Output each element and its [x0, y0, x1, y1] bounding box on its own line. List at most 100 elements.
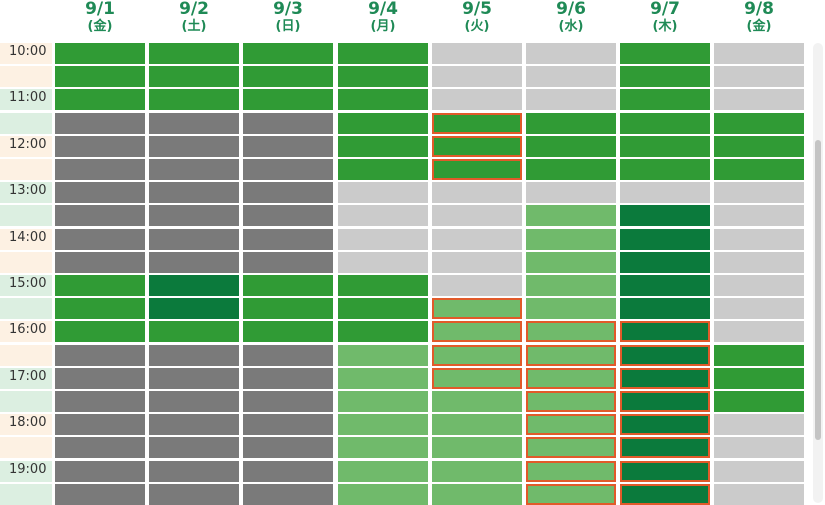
selected-time-slot-cell[interactable]: [620, 460, 710, 482]
time-slot-cell[interactable]: [714, 135, 804, 157]
selected-time-slot-cell[interactable]: [432, 344, 522, 366]
time-slot-cell[interactable]: [338, 298, 428, 320]
time-slot-cell[interactable]: [620, 66, 710, 88]
selected-time-slot-cell[interactable]: [432, 159, 522, 180]
time-slot-cell[interactable]: [338, 344, 428, 366]
time-slot-cell[interactable]: [432, 483, 522, 505]
time-slot-cell: [55, 182, 145, 204]
time-slot-cell[interactable]: [526, 135, 616, 157]
time-slot-cell[interactable]: [338, 321, 428, 343]
time-slot-cell[interactable]: [714, 112, 804, 134]
time-slot-cell[interactable]: [338, 367, 428, 389]
day-weekday: (月): [370, 19, 396, 34]
time-slot-cell[interactable]: [714, 367, 804, 389]
time-slot-cell[interactable]: [338, 460, 428, 482]
time-slot-cell[interactable]: [243, 66, 333, 88]
time-slot-cell[interactable]: [243, 43, 333, 64]
time-slot-cell[interactable]: [526, 205, 616, 227]
selected-time-slot-cell[interactable]: [526, 437, 616, 459]
time-slot-cell[interactable]: [338, 89, 428, 111]
selected-time-slot-cell[interactable]: [432, 135, 522, 157]
time-slot-cell: [55, 437, 145, 459]
time-slot-cell[interactable]: [338, 135, 428, 157]
time-slot: [0, 112, 52, 134]
time-slot-cell[interactable]: [526, 275, 616, 296]
selected-time-slot-cell[interactable]: [620, 437, 710, 459]
selected-time-slot-cell[interactable]: [432, 321, 522, 343]
time-slot-cell[interactable]: [243, 298, 333, 320]
time-slot-cell[interactable]: [714, 391, 804, 412]
selected-time-slot-cell[interactable]: [526, 483, 616, 505]
time-slot-cell[interactable]: [338, 275, 428, 296]
selected-time-slot-cell[interactable]: [526, 321, 616, 343]
vertical-scrollbar[interactable]: [813, 43, 823, 503]
time-slot-cell[interactable]: [338, 437, 428, 459]
time-slot-cell[interactable]: [55, 321, 145, 343]
day-weekday: (水): [558, 19, 584, 34]
time-slot-cell[interactable]: [338, 483, 428, 505]
time-slot-cell[interactable]: [149, 43, 239, 64]
time-slot-cell[interactable]: [243, 321, 333, 343]
time-slot-cell: [149, 251, 239, 273]
time-slot-cell[interactable]: [526, 251, 616, 273]
time-slot-cell[interactable]: [620, 112, 710, 134]
time-slot-cell[interactable]: [714, 344, 804, 366]
time-slot-cell[interactable]: [149, 275, 239, 296]
time-slot-cell[interactable]: [620, 43, 710, 64]
time-slot-cell[interactable]: [526, 298, 616, 320]
time-slot-cell[interactable]: [526, 159, 616, 180]
time-slot-cell[interactable]: [338, 159, 428, 180]
time-slot-cell[interactable]: [149, 66, 239, 88]
time-slot-cell[interactable]: [243, 89, 333, 111]
time-slot-cell[interactable]: [338, 43, 428, 64]
time-slot-cell[interactable]: [55, 298, 145, 320]
selected-time-slot-cell[interactable]: [526, 391, 616, 412]
time-slot-cell[interactable]: [243, 275, 333, 296]
scrollbar-thumb[interactable]: [815, 140, 821, 440]
time-slot-cell[interactable]: [526, 112, 616, 134]
selected-time-slot-cell[interactable]: [432, 112, 522, 134]
time-slot-cell[interactable]: [620, 135, 710, 157]
time-slot-cell[interactable]: [338, 391, 428, 412]
selected-time-slot-cell[interactable]: [620, 344, 710, 366]
selected-time-slot-cell[interactable]: [620, 391, 710, 412]
time-slot-cell[interactable]: [526, 228, 616, 250]
selected-time-slot-cell[interactable]: [526, 460, 616, 482]
time-slot-cell[interactable]: [432, 460, 522, 482]
time-slot-cell[interactable]: [432, 391, 522, 412]
time-slot-cell[interactable]: [149, 321, 239, 343]
time-slot-cell[interactable]: [338, 112, 428, 134]
selected-time-slot-cell[interactable]: [620, 483, 710, 505]
selected-time-slot-cell[interactable]: [526, 344, 616, 366]
time-slot-cell[interactable]: [620, 205, 710, 227]
time-slot-cell[interactable]: [620, 228, 710, 250]
selected-time-slot-cell[interactable]: [620, 367, 710, 389]
day-header: 9/2 (土): [149, 0, 239, 40]
time-slot-cell[interactable]: [620, 89, 710, 111]
time-slot-cell[interactable]: [620, 275, 710, 296]
selected-time-slot-cell[interactable]: [620, 414, 710, 436]
time-slot-cell[interactable]: [149, 298, 239, 320]
time-slot-cell[interactable]: [714, 159, 804, 180]
selected-time-slot-cell[interactable]: [526, 414, 616, 436]
selected-time-slot-cell[interactable]: [620, 321, 710, 343]
time-slot-cell: [149, 391, 239, 412]
time-slot-cell[interactable]: [620, 251, 710, 273]
time-slot-cell[interactable]: [55, 89, 145, 111]
time-slot-cell[interactable]: [149, 89, 239, 111]
day-header: 9/6 (水): [526, 0, 616, 40]
time-slot-cell[interactable]: [432, 414, 522, 436]
time-slot-cell[interactable]: [432, 437, 522, 459]
selected-time-slot-cell[interactable]: [526, 367, 616, 389]
time-slot-cell: [243, 483, 333, 505]
time-slot-cell[interactable]: [338, 66, 428, 88]
time-slot-cell: [714, 43, 804, 64]
selected-time-slot-cell[interactable]: [432, 367, 522, 389]
time-slot-cell[interactable]: [55, 275, 145, 296]
time-slot-cell[interactable]: [338, 414, 428, 436]
selected-time-slot-cell[interactable]: [432, 298, 522, 320]
time-slot-cell[interactable]: [620, 298, 710, 320]
time-slot-cell[interactable]: [55, 66, 145, 88]
time-slot-cell[interactable]: [620, 159, 710, 180]
time-slot-cell[interactable]: [55, 43, 145, 64]
